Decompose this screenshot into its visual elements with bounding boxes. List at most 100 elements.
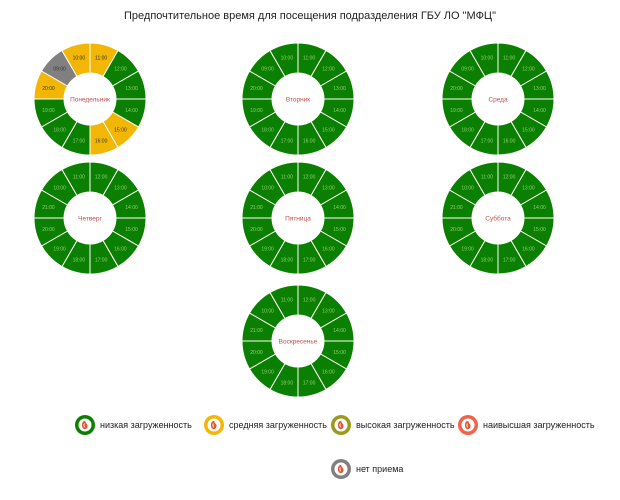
slot-label: 21:00 [250,328,263,334]
slot-label: 14:00 [533,108,546,114]
slot-label: 17:00 [95,258,108,264]
slot-label: 18:00 [281,381,294,387]
donut-7: 12:00 13:00 14:00 15:00 16:00 17:00 18:00 19:00… [241,284,355,398]
slot-label: 16:00 [114,246,127,252]
chart-title: Предпочтительное время для посещения под… [124,10,496,22]
slot-label: 20:00 [250,227,263,233]
slot-label: 18:00 [281,258,294,264]
legend-swatch-icon [458,415,478,435]
slot-label: 17:00 [303,381,316,387]
legend-item-highest: наивысшая загруженность [457,414,595,436]
slot-label: 12:00 [303,174,316,180]
slot-label: 21:00 [450,205,463,211]
slot-label: 14:00 [533,205,546,211]
donut-2: 11:00 12:00 13:00 14:00 15:00 16:00 17:00 18:00… [241,42,355,156]
slot-label: 19:00 [461,246,474,252]
slot-label: 13:00 [533,86,546,92]
slot-label: 20:00 [250,350,263,356]
slot-label: 19:00 [42,108,55,114]
slot-label: 18:00 [53,127,66,133]
slot-label: 15:00 [114,127,127,133]
slot-label: 10:00 [461,186,474,192]
slot-label: 20:00 [450,86,463,92]
legend-swatch-icon [75,415,95,435]
legend-label: нет приема [356,464,404,474]
slot-label: 15:00 [533,227,546,233]
donut-4: 12:00 13:00 14:00 15:00 16:00 17:00 18:00 19:00… [33,161,147,275]
slot-label: 12:00 [114,67,127,73]
slot-label: 18:00 [461,127,474,133]
slot-label: 10:00 [481,55,494,61]
legend-label: средняя загруженность [229,420,327,430]
slot-label: 15:00 [333,350,346,356]
slot-label: 16:00 [322,369,335,375]
slot-label: 17:00 [503,258,516,264]
slot-label: 14:00 [333,108,346,114]
slot-label: 11:00 [481,174,493,180]
slot-label: 20:00 [42,227,55,233]
slot-label: 11:00 [73,174,85,180]
slot-label: 11:00 [281,297,293,303]
slot-label: 12:00 [303,297,316,303]
donut-slice [269,161,299,197]
slot-label: 15:00 [125,227,138,233]
slot-label: 12:00 [522,67,535,73]
slot-label: 12:00 [322,67,335,73]
legend-item-closed: нет приема [330,458,403,480]
slot-label: 16:00 [322,246,335,252]
donut-slice [61,42,91,78]
slot-label: 15:00 [333,227,346,233]
slot-label: 21:00 [250,205,263,211]
day-label: Вторник [286,97,310,104]
slot-label: 20:00 [42,86,55,92]
slot-label: 09:00 [261,67,274,73]
slot-label: 20:00 [450,227,463,233]
slot-label: 17:00 [303,258,316,264]
day-label: Воскресенье [279,339,318,346]
donut-3: 11:00 12:00 13:00 14:00 15:00 16:00 17:00 18:00… [441,42,555,156]
slot-label: 12:00 [95,174,108,180]
slot-label: 13:00 [125,86,138,92]
slot-label: 17:00 [73,139,86,145]
donut-1: 11:00 12:00 13:00 14:00 15:00 16:00 17:00 18:00… [33,42,147,156]
slot-label: 19:00 [53,246,66,252]
slot-label: 16:00 [303,139,316,145]
day-label: Суббота [485,215,511,223]
slot-label: 13:00 [333,86,346,92]
slot-label: 18:00 [261,127,274,133]
legend-label: наивысшая загруженность [483,420,595,430]
slot-label: 19:00 [450,108,463,114]
slot-label: 12:00 [503,174,516,180]
slot-label: 11:00 [281,174,293,180]
slot-label: 16:00 [503,139,516,145]
slot-label: 14:00 [125,205,138,211]
legend-swatch-icon [331,459,351,479]
slot-label: 20:00 [250,86,263,92]
slot-label: 11:00 [303,55,315,61]
day-label: Понедельник [70,97,110,104]
slot-label: 10:00 [261,309,274,315]
slot-label: 15:00 [522,127,535,133]
slot-label: 13:00 [322,309,335,315]
donut-slice [269,42,299,78]
slot-label: 17:00 [481,139,494,145]
slot-label: 13:00 [114,186,127,192]
donut-slice [269,284,299,320]
slot-label: 09:00 [461,67,474,73]
legend-swatch-icon [204,415,224,435]
slot-label: 13:00 [522,186,535,192]
legend-swatch-icon [331,415,351,435]
day-label: Среда [488,97,508,104]
slot-label: 13:00 [322,186,335,192]
slot-label: 14:00 [125,108,138,114]
day-label: Четверг [78,216,102,223]
donut-slice [469,42,499,78]
day-label: Пятница [285,216,311,223]
slot-label: 09:00 [53,67,66,73]
slot-label: 10:00 [53,186,66,192]
slot-label: 10:00 [281,55,294,61]
donut-6: 12:00 13:00 14:00 15:00 16:00 17:00 18:00 19:00… [441,161,555,275]
slot-label: 16:00 [95,139,108,145]
legend-label: низкая загруженность [100,420,192,430]
